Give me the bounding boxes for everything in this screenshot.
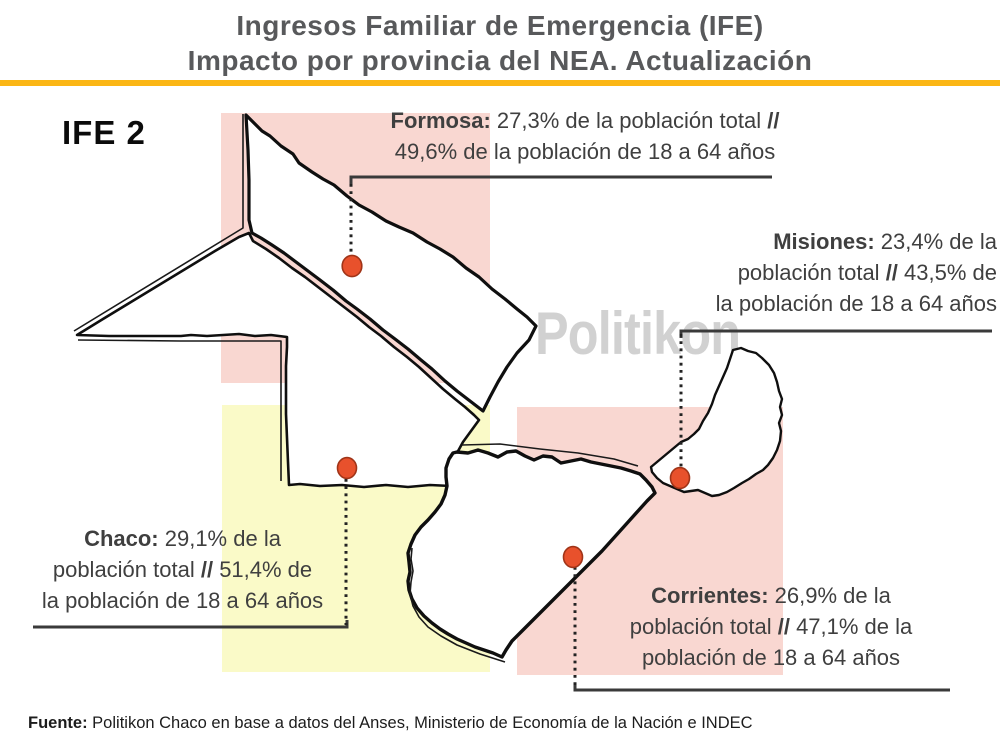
misiones-label: Misiones: 23,4% de la población total //… [640, 226, 997, 319]
formosa-label-line-2: 49,6% de la población de 18 a 64 años [394, 139, 776, 164]
source-note-text: Politikon Chaco en base a datos del Anse… [87, 714, 753, 732]
neighbor-border-line-west [73, 114, 244, 332]
chaco-marker-dot [336, 456, 358, 480]
chaco-label-stat: 29,1% de la [158, 526, 281, 551]
corrientes-label-name: Corrientes: [651, 583, 769, 608]
title-line-2: Impacto por provincia del NEA. Actualiza… [187, 45, 813, 76]
politikon-watermark: Politikon [535, 300, 741, 367]
misiones-label-stat: 23,4% de la [874, 229, 997, 254]
misiones-label-underline [679, 329, 992, 338]
neighbor-border-line-chaco [77, 339, 282, 481]
chaco-label-underline [33, 620, 349, 629]
title-line-1: Ingresos Familiar de Emergencia (IFE) [236, 10, 764, 41]
neighbor-border-line-corrientes-north [461, 443, 639, 467]
corrientes-label-line-3: población de 18 a 64 años [641, 645, 901, 670]
misiones-label-line-3: la población de 18 a 64 años [715, 291, 997, 316]
misiones-marker-dot [669, 466, 691, 490]
chaco-label-separator: // [200, 557, 214, 582]
chaco-label: Chaco: 29,1% de la población total // 51… [10, 523, 355, 616]
misiones-label-separator: // [885, 260, 898, 285]
chaco-label-line-3: la población de 18 a 64 años [41, 588, 324, 613]
corrientes-label-underline [573, 683, 950, 692]
chaco-label-line-2: población total // 51,4% de [10, 554, 355, 585]
formosa-label: Formosa: 27,3% de la población total // … [345, 105, 825, 167]
corrientes-marker-dot [562, 545, 584, 569]
chaco-label-name: Chaco: [84, 526, 159, 551]
chaco-label-line-1: Chaco: 29,1% de la [10, 523, 355, 554]
chaco-label-line-2c: 51,4% de [213, 557, 313, 582]
corrientes-shape [406, 448, 657, 659]
title-accent-bar [0, 80, 1000, 86]
formosa-label-line-1: Formosa: 27,3% de la población total // [345, 105, 825, 136]
misiones-shape [649, 346, 784, 498]
misiones-label-line-2: población total // 43,5% de [640, 257, 997, 288]
misiones-label-name: Misiones: [773, 229, 875, 254]
chaco-shape [75, 231, 481, 489]
corrientes-label: Corrientes: 26,9% de la población total … [575, 580, 967, 673]
misiones-label-line-2c: 43,5% de [897, 260, 997, 285]
chaco-label-line-2a: población total [52, 557, 201, 582]
misiones-label-line-1: Misiones: 23,4% de la [640, 226, 997, 257]
ife-badge: IFE 2 [62, 114, 146, 151]
formosa-label-stat: 27,3% de la población total [490, 108, 768, 133]
corrientes-label-line-2c: 47,1% de la [789, 614, 913, 639]
corrientes-label-separator: // [777, 614, 790, 639]
formosa-label-underline [349, 175, 772, 184]
formosa-shape [244, 113, 538, 413]
corrientes-label-line-1: Corrientes: 26,9% de la [575, 580, 967, 611]
neighbor-border-line-corrientes-west [409, 547, 506, 663]
formosa-label-separator: // [767, 108, 780, 133]
misiones-label-line-2a: población total [737, 260, 886, 285]
source-note-prefix: Fuente: [28, 714, 88, 732]
source-note: Fuente: Politikon Chaco en base a datos … [28, 714, 753, 733]
formosa-marker-dot [341, 254, 363, 278]
page-title: Ingresos Familiar de Emergencia (IFE) Im… [0, 8, 1000, 78]
corrientes-label-line-2: población total // 47,1% de la [575, 611, 967, 642]
corrientes-label-stat: 26,9% de la [768, 583, 891, 608]
corrientes-label-line-2a: población total [629, 614, 778, 639]
formosa-label-name: Formosa: [390, 108, 491, 133]
